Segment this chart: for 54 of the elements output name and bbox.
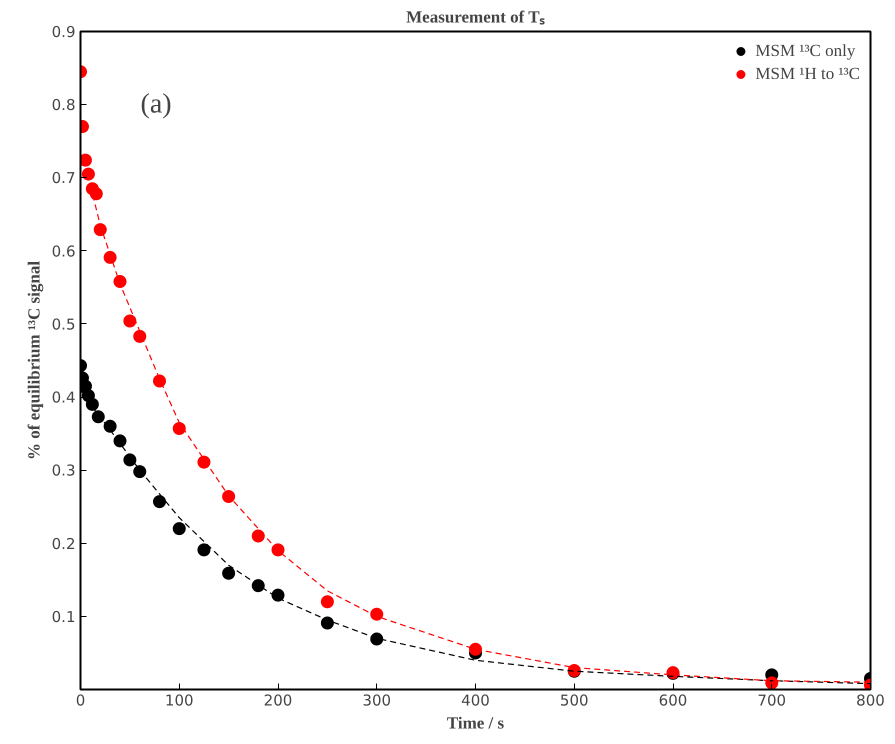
point (90, 187, 103, 200)
point (104, 250, 117, 264)
point (133, 330, 146, 343)
point (272, 588, 284, 602)
point (197, 543, 210, 556)
legend-label: MSM ¹H to ¹³C (755, 64, 860, 84)
point (320, 616, 334, 630)
x-tick-label: 400 (461, 692, 490, 710)
x-tick-label: 0 (76, 692, 86, 710)
y-tick-label: 0.4 (52, 388, 76, 407)
x-tick-label: 100 (164, 692, 194, 710)
y-tick-label: 0.9 (52, 23, 76, 41)
point (114, 275, 126, 288)
y-axis-title: % of equilibrium ¹³C signal (24, 260, 44, 460)
point (252, 579, 265, 592)
x-tick-label: 700 (757, 692, 786, 710)
y-tick-label: 0.8 (52, 96, 76, 114)
point (153, 374, 166, 388)
point (94, 223, 107, 236)
point (92, 410, 105, 424)
point (114, 434, 126, 448)
point (320, 595, 334, 608)
point (370, 632, 384, 646)
y-tick-label: 0.6 (52, 242, 76, 260)
point (222, 566, 236, 580)
point (104, 420, 117, 433)
x-tick-label: 600 (658, 692, 688, 710)
x-tick-label: 800 (856, 692, 885, 710)
chart-title: Measurement of Tₛ (406, 8, 546, 26)
point (370, 608, 384, 621)
x-tick-label: 300 (362, 692, 392, 710)
point (86, 398, 99, 411)
y-tick-label: 0.1 (52, 608, 76, 626)
point (172, 422, 186, 435)
point (172, 522, 186, 536)
point (469, 642, 482, 656)
point (272, 543, 284, 556)
x-axis-title: Time / s (446, 714, 505, 732)
legend-label: MSM ¹³C only (755, 41, 856, 61)
x-tick-label: 500 (560, 692, 589, 710)
point (153, 495, 166, 508)
y-tick-label: 0.5 (52, 315, 76, 334)
y-tick-label: 0.2 (52, 534, 76, 553)
point (252, 529, 265, 542)
x-tick-label: 200 (264, 692, 292, 710)
annotation: (a) (140, 88, 172, 120)
point (222, 490, 236, 503)
point (123, 453, 136, 466)
point (197, 456, 210, 469)
point (82, 168, 95, 181)
point (133, 465, 146, 478)
point (123, 314, 136, 328)
y-tick-label: 0.3 (52, 462, 76, 480)
y-tick-label: 0.7 (52, 169, 76, 188)
